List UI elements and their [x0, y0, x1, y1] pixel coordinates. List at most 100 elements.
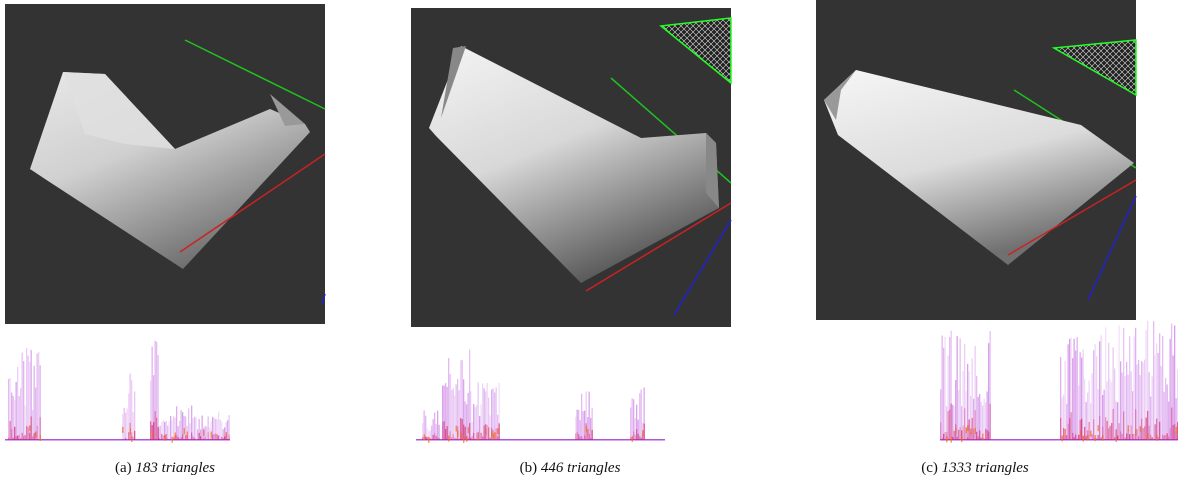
- spectrogram-streak: [980, 437, 982, 440]
- spectrogram-streak: [179, 438, 181, 440]
- spectrogram-streak: [27, 355, 29, 440]
- spectrogram-streak: [1111, 423, 1113, 440]
- spectrogram-streak: [587, 417, 589, 440]
- spectrogram-streak: [581, 436, 583, 440]
- spectrogram-streak: [1153, 438, 1155, 440]
- spectrogram-streak: [198, 432, 200, 440]
- spectrogram-streak: [489, 437, 491, 440]
- spectrogram-streak: [579, 436, 581, 440]
- spectrogram-streak: [476, 405, 478, 440]
- spectrogram-streak: [1163, 391, 1165, 440]
- spectrogram-streak: [177, 437, 179, 440]
- spectrogram-streak: [477, 434, 479, 441]
- spectrogram-streak: [428, 436, 430, 443]
- caption: (a) 183 triangles: [115, 460, 215, 476]
- spectrogram-streak: [1124, 376, 1126, 440]
- spectrogram-streak: [131, 380, 133, 440]
- spectrogram-streak: [967, 363, 969, 440]
- spectrogram-streak: [944, 337, 946, 440]
- spectrogram-streak: [587, 434, 589, 440]
- mesh-shape: [824, 70, 1134, 265]
- spectrogram-streak: [1115, 435, 1117, 442]
- spectrogram-streak: [1171, 323, 1173, 440]
- spectrogram-streak: [575, 433, 577, 440]
- spectrogram-streak: [588, 391, 590, 440]
- spectrogram-streak: [1129, 336, 1131, 440]
- spectrogram-streak: [1081, 357, 1083, 440]
- spectrogram-streak: [956, 336, 958, 440]
- spectrogram-streak: [584, 410, 586, 440]
- spectrogram-streak: [29, 425, 31, 432]
- spectrogram-streak: [588, 434, 590, 440]
- spectrogram-streak: [1076, 438, 1078, 440]
- spectrogram-streak: [20, 438, 22, 440]
- spectrogram-streak: [471, 421, 473, 440]
- spectrogram-streak: [955, 428, 957, 435]
- spectrogram-streak: [161, 433, 163, 440]
- spectrogram-streak: [425, 415, 427, 440]
- spectrogram-streak: [643, 387, 645, 440]
- spectrogram-streak: [633, 431, 635, 440]
- spectrogram-streak: [637, 433, 639, 440]
- spectrogram-streak: [14, 426, 16, 440]
- spectrogram-streak: [488, 427, 490, 440]
- axis-blue: [321, 293, 326, 305]
- panel-c: [816, 0, 1137, 320]
- axis-blue: [1087, 195, 1137, 301]
- spectrogram-streak: [458, 438, 460, 440]
- spectrogram-streak: [582, 438, 584, 440]
- spectrogram-streak: [36, 425, 38, 440]
- spectrogram-streak: [585, 391, 587, 440]
- spectrogram-streak: [188, 408, 190, 440]
- spectrogram-streak: [464, 426, 466, 440]
- spectrogram-streak: [39, 417, 41, 440]
- spectrogram-streak: [212, 416, 214, 440]
- spectrogram-streak: [203, 438, 205, 440]
- spectrogram-streak: [1121, 372, 1123, 440]
- spectrogram-streak: [1165, 434, 1167, 440]
- spectrogram-streak: [968, 419, 970, 440]
- spectrogram-streak: [642, 434, 644, 440]
- spectrogram-streak: [1091, 434, 1093, 440]
- spectrogram-streak: [497, 414, 499, 440]
- spectrogram-streak: [1108, 342, 1110, 440]
- spectrogram-streak: [1150, 396, 1152, 440]
- spectrogram-streak: [192, 436, 194, 440]
- spectrogram-streak: [1085, 435, 1087, 440]
- spectrogram-streak: [180, 437, 182, 440]
- spectrogram-streak: [989, 403, 991, 440]
- spectrogram-streak: [1072, 432, 1074, 440]
- spectrogram-streak: [976, 375, 978, 440]
- spectrogram-streak: [956, 436, 958, 440]
- spectrogram-streak: [1127, 425, 1129, 432]
- spectrogram-streak: [461, 418, 463, 440]
- spectrogram-streak: [640, 389, 642, 440]
- spectrogram-streak: [204, 436, 206, 440]
- spectrogram-streak: [218, 411, 220, 440]
- spectrogram-streak: [979, 393, 981, 440]
- spectrogram-streak: [952, 404, 954, 440]
- spectrogram-streak: [1138, 436, 1140, 440]
- spectrogram-streak: [213, 418, 215, 440]
- spectrogram-streak: [1079, 419, 1081, 440]
- spectrogram-streak: [1072, 358, 1074, 440]
- spectrogram-streak: [194, 416, 196, 440]
- spectrogram-streak: [958, 429, 960, 440]
- spectrogram-streak: [1109, 379, 1111, 440]
- spectrogram-streak: [182, 412, 184, 440]
- mesh-fold: [441, 46, 466, 118]
- spectrogram-streak: [1160, 366, 1162, 440]
- spectrogram-streak: [973, 398, 975, 440]
- spectrogram-streak: [466, 404, 468, 440]
- spectrogram-streak: [1105, 327, 1107, 440]
- spectrogram-streak: [218, 435, 220, 440]
- spectrogram-streak: [590, 417, 592, 440]
- caption-label: (c): [921, 460, 938, 476]
- spectrogram-streak: [221, 436, 223, 440]
- spectrogram-streak: [1100, 335, 1102, 440]
- spectrogram-streak: [32, 409, 34, 440]
- spectrogram-streak: [1157, 352, 1159, 440]
- spectrogram-streak: [491, 389, 493, 440]
- spectrogram-streak: [1132, 433, 1134, 440]
